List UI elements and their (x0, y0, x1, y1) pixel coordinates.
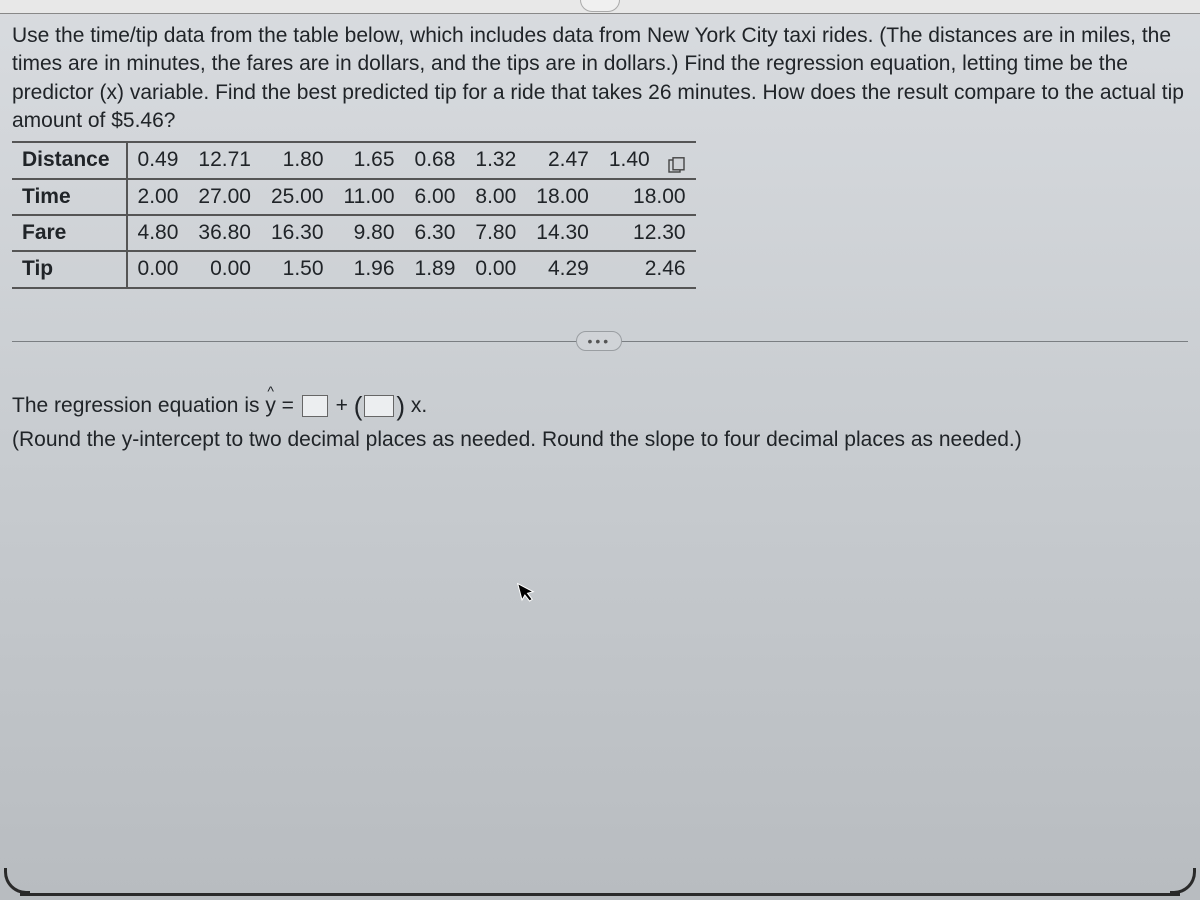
cell: 1.65 (334, 142, 405, 178)
equation-prefix: The regression equation is (12, 394, 265, 417)
cell: 0.00 (127, 251, 189, 287)
screen-corner-left (4, 868, 30, 894)
row-header-distance: Distance (12, 142, 127, 178)
row-header-fare: Fare (12, 215, 127, 251)
cell: 27.00 (188, 179, 261, 215)
section-divider: ••• (12, 329, 1188, 353)
equals-sign: = (282, 394, 300, 417)
cell: 16.30 (261, 215, 334, 251)
cell: 12.30 (599, 215, 696, 251)
cell: 18.00 (526, 179, 599, 215)
cell: 8.00 (465, 179, 526, 215)
cell: 18.00 (599, 179, 696, 215)
cell: 14.30 (526, 215, 599, 251)
cell: 1.96 (334, 251, 405, 287)
table-row: Fare 4.80 36.80 16.30 9.80 6.30 7.80 14.… (12, 215, 696, 251)
slope-input[interactable] (364, 395, 394, 417)
cell: 11.00 (334, 179, 405, 215)
cell: 4.80 (127, 215, 189, 251)
expand-dots-icon: ••• (587, 333, 611, 349)
screen-bottom-edge (20, 893, 1180, 896)
plus-sign: + (336, 394, 354, 417)
copy-icon[interactable] (668, 153, 686, 169)
cell: 9.80 (334, 215, 405, 251)
cell: 12.71 (188, 142, 261, 178)
rounding-instruction: (Round the y-intercept to two decimal pl… (12, 426, 1188, 454)
hat-mark: ^ (267, 382, 274, 401)
cell: 2.46 (599, 251, 696, 287)
window-top-bar (0, 0, 1200, 14)
cell: 6.00 (405, 179, 466, 215)
cell: 6.30 (405, 215, 466, 251)
cell: 7.80 (465, 215, 526, 251)
screen-corner-right (1170, 868, 1196, 894)
y-hat-symbol: ^ y (265, 392, 276, 420)
regression-equation-line: The regression equation is ^ y = + () x. (12, 389, 1188, 424)
close-paren: ) (396, 391, 405, 421)
intercept-input[interactable] (302, 395, 328, 417)
cell: 0.49 (127, 142, 189, 178)
row-header-time: Time (12, 179, 127, 215)
cell: 1.40 (599, 142, 696, 178)
cell: 4.29 (526, 251, 599, 287)
top-notch (580, 0, 620, 12)
cell: 36.80 (188, 215, 261, 251)
mouse-cursor-icon (516, 578, 541, 612)
expand-pill[interactable]: ••• (576, 331, 622, 351)
cell: 1.89 (405, 251, 466, 287)
table-row: Distance 0.49 12.71 1.80 1.65 0.68 1.32 … (12, 142, 696, 178)
data-table: Distance 0.49 12.71 1.80 1.65 0.68 1.32 … (12, 141, 696, 288)
cell: 0.68 (405, 142, 466, 178)
cell: 1.32 (465, 142, 526, 178)
row-header-tip: Tip (12, 251, 127, 287)
table-row: Time 2.00 27.00 25.00 11.00 6.00 8.00 18… (12, 179, 696, 215)
cell: 0.00 (188, 251, 261, 287)
question-prompt: Use the time/tip data from the table bel… (12, 22, 1188, 135)
cell-value: 1.40 (609, 148, 650, 171)
answer-block: The regression equation is ^ y = + () x.… (12, 389, 1188, 454)
cell: 1.50 (261, 251, 334, 287)
cell: 2.47 (526, 142, 599, 178)
cell: 1.80 (261, 142, 334, 178)
cell: 25.00 (261, 179, 334, 215)
table-row: Tip 0.00 0.00 1.50 1.96 1.89 0.00 4.29 2… (12, 251, 696, 287)
x-suffix: x. (411, 394, 427, 417)
cell: 2.00 (127, 179, 189, 215)
question-content: Use the time/tip data from the table bel… (12, 22, 1188, 454)
cell: 0.00 (465, 251, 526, 287)
open-paren: ( (354, 391, 363, 421)
